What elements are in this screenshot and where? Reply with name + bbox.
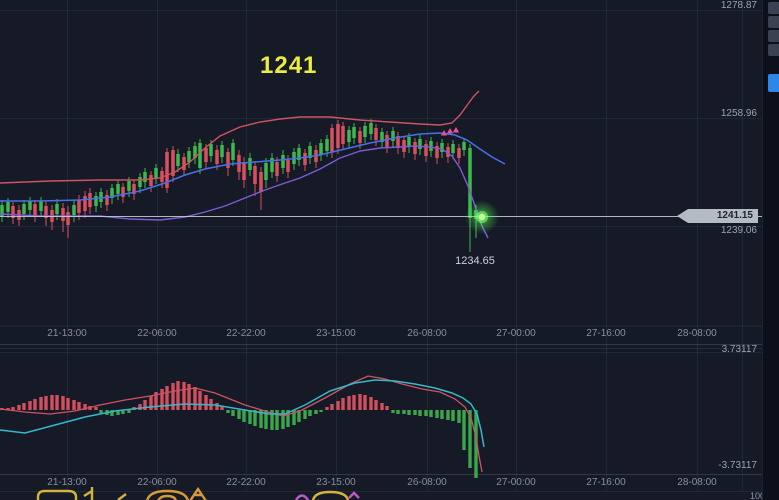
horizontal-gridlines [0,10,762,492]
middle-band-line [0,132,506,202]
price-scale-label: 1239.06 [720,225,757,236]
time-label: 26-08:00 [407,328,447,339]
trade-markers [440,127,460,136]
macd-red-line [0,375,483,473]
time-axis-main[interactable]: 21-13:00 22-06:00 22-22:00 23-15:00 26-08:00… [0,329,762,341]
time-label: 23-15:00 [316,477,356,488]
toolbar-button-tool-4[interactable] [768,44,779,56]
indicator-min-label: -3.73117 [718,460,757,471]
third-pane-scale-label: 100 [749,491,765,500]
time-label: 27-16:00 [586,477,626,488]
price-annotation: 1241 [260,52,318,79]
macd-cyan-line [0,379,485,448]
last-price-tag: 1241.15 [677,209,758,223]
low-price-label: 1234.65 [455,255,495,267]
time-label: 22-06:00 [137,477,177,488]
time-label: 22-06:00 [137,328,177,339]
vertical-gridlines [67,0,743,491]
time-label: 28-08:00 [677,328,717,339]
time-label: 27-00:00 [496,477,536,488]
upper-band-line [0,90,480,184]
indicator-max-label: 3.73117 [721,344,757,355]
lower-band-line [0,145,489,239]
toolbar-button-tool-3[interactable] [768,30,779,42]
candlestick-chart[interactable] [0,0,762,500]
time-axis-indicator[interactable]: 21-13:00 22-06:00 22-22:00 23-15:00 26-08:00… [0,478,762,490]
time-label: 27-16:00 [586,328,626,339]
toolbar-button-tool-active[interactable] [768,74,779,92]
time-label: 22-22:00 [226,477,266,488]
time-label: 26-08:00 [407,477,447,488]
time-label: 22-22:00 [226,328,266,339]
last-price-value: 1241.15 [716,210,753,221]
macd-histogram [0,381,478,478]
watermark-logo [36,486,360,500]
price-scale-label: 1258.96 [720,108,757,119]
right-toolbar [762,0,779,500]
candles [0,119,478,252]
time-label: 27-00:00 [496,328,536,339]
toolbar-button-tool-1[interactable] [768,2,779,14]
time-label: 28-08:00 [677,477,717,488]
price-scale-label: 1278.87 [720,0,757,11]
time-label: 21-13:00 [47,477,87,488]
time-label: 21-13:00 [47,328,87,339]
toolbar-button-tool-2[interactable] [768,16,779,28]
time-label: 23-15:00 [316,328,356,339]
